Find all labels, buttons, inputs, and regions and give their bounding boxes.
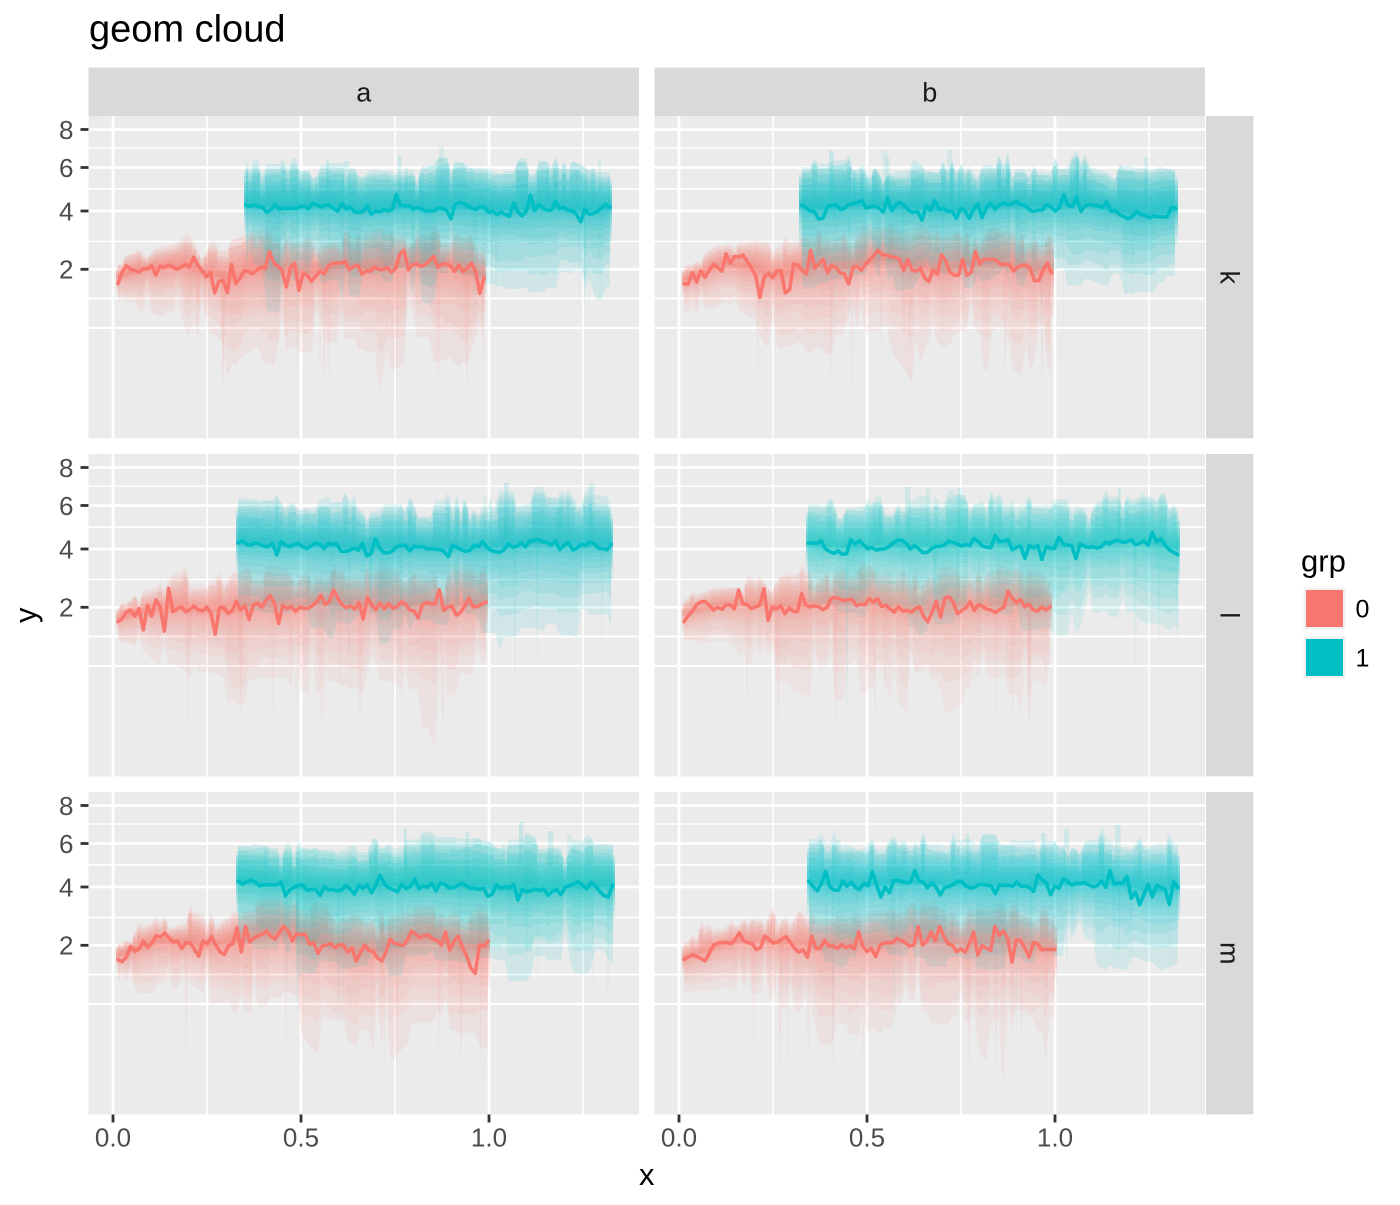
svg-text:1.0: 1.0 — [471, 1123, 507, 1153]
svg-text:8: 8 — [59, 791, 73, 821]
svg-text:b: b — [922, 78, 937, 108]
svg-text:4: 4 — [59, 534, 73, 564]
svg-text:m: m — [1214, 942, 1244, 965]
svg-text:0.0: 0.0 — [661, 1123, 697, 1153]
svg-text:6: 6 — [59, 153, 73, 183]
svg-text:y: y — [8, 607, 43, 623]
svg-text:2: 2 — [59, 931, 73, 961]
svg-text:geom cloud: geom cloud — [89, 9, 285, 51]
svg-text:grp: grp — [1301, 544, 1346, 579]
svg-text:0.5: 0.5 — [283, 1123, 319, 1153]
svg-text:4: 4 — [59, 196, 73, 226]
svg-text:2: 2 — [59, 593, 73, 623]
svg-text:6: 6 — [59, 829, 73, 859]
svg-text:k: k — [1214, 270, 1244, 284]
svg-text:8: 8 — [59, 115, 73, 145]
svg-text:1: 1 — [1356, 645, 1370, 673]
svg-text:0.0: 0.0 — [95, 1123, 131, 1153]
svg-text:1.0: 1.0 — [1037, 1123, 1073, 1153]
svg-text:0.5: 0.5 — [849, 1123, 885, 1153]
svg-text:8: 8 — [59, 453, 73, 483]
svg-text:x: x — [639, 1157, 655, 1192]
svg-text:l: l — [1214, 612, 1244, 618]
svg-text:0: 0 — [1356, 596, 1370, 624]
svg-text:2: 2 — [59, 255, 73, 285]
svg-text:4: 4 — [59, 872, 73, 902]
svg-text:6: 6 — [59, 491, 73, 521]
svg-text:a: a — [356, 78, 372, 108]
